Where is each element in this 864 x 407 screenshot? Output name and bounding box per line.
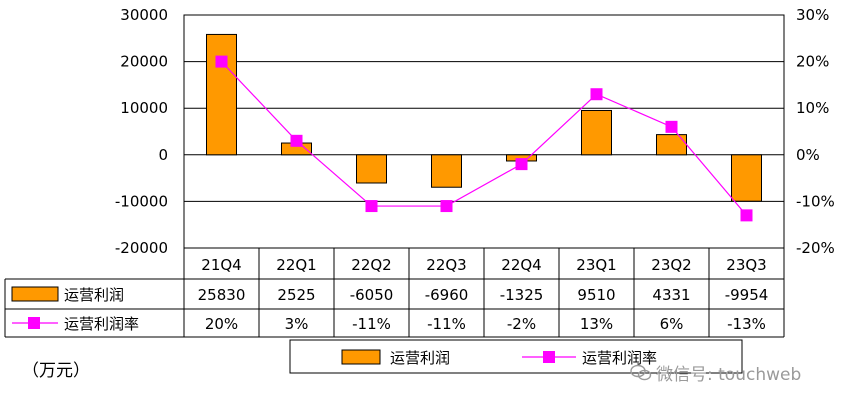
category-label: 22Q1 [276, 256, 316, 274]
profit-row-label: 运营利润 [64, 286, 124, 304]
bars [206, 33, 762, 202]
y-left-tick-label: 10000 [120, 99, 168, 117]
bar [431, 154, 462, 188]
y-left-tick-label: -20000 [115, 239, 168, 257]
margin-value: 6% [660, 315, 684, 333]
margin-point [515, 158, 528, 171]
y-right-tick-label: -10% [796, 192, 835, 210]
margin-point [290, 134, 303, 147]
category-label: 23Q2 [651, 256, 691, 274]
axes: 30000 20000 10000 0 -10000 -20000 30% 20% 10% 0% -… [115, 6, 835, 257]
margin-value: -2% [507, 315, 536, 333]
plot-frame [183, 14, 785, 249]
legend-margin-label: 运营利润率 [582, 349, 657, 367]
profit-value: -6960 [425, 286, 469, 304]
y-left-tick-label: 30000 [120, 6, 168, 24]
y-left-tick-label: -10000 [115, 192, 168, 210]
wechat-icon [630, 364, 652, 382]
margin-point [365, 200, 378, 213]
y-left-tick-label: 0 [158, 146, 168, 164]
margin-point [440, 200, 453, 213]
legend-profit-swatch [341, 349, 381, 365]
margin-point [740, 209, 753, 222]
margin-value: -13% [727, 315, 766, 333]
margin-value: 20% [205, 315, 238, 333]
bar [656, 134, 687, 156]
profit-value: -9954 [725, 286, 769, 304]
margin-row-marker [28, 317, 40, 329]
category-label: 22Q2 [351, 256, 391, 274]
margin-value: 3% [285, 315, 309, 333]
margin-point [665, 120, 678, 133]
y-right-tick-label: 0% [796, 146, 820, 164]
profit-value: 25830 [198, 286, 246, 304]
y-left-tick-label: 20000 [120, 53, 168, 71]
bar [206, 33, 237, 156]
bar [356, 154, 387, 184]
margin-value: -11% [427, 315, 466, 333]
margin-line [215, 55, 753, 222]
legend-profit-label: 运营利润 [390, 349, 450, 367]
unit-label: （万元） [22, 361, 90, 381]
category-label: 22Q4 [501, 256, 541, 274]
y-right-tick-label: 20% [796, 53, 829, 71]
legend-margin-marker [543, 351, 555, 363]
margin-point [215, 55, 228, 68]
bar [731, 154, 762, 202]
profit-value: 9510 [577, 286, 615, 304]
legend: 运营利润 运营利润率 [289, 339, 743, 374]
margin-value: 13% [580, 315, 613, 333]
profit-row-swatch [11, 286, 59, 302]
category-label: 22Q3 [426, 256, 466, 274]
y-right-tick-label: 10% [796, 99, 829, 117]
category-label: 23Q3 [726, 256, 766, 274]
profit-value: -1325 [500, 286, 544, 304]
gridlines [184, 14, 784, 249]
margin-row-label: 运营利润率 [64, 315, 139, 333]
margin-value: -11% [352, 315, 391, 333]
bar [581, 109, 612, 156]
watermark-text: 微信号: touchweb [656, 365, 802, 385]
profit-value: 4331 [652, 286, 690, 304]
margin-line-path [221, 61, 747, 216]
margin-point [590, 88, 603, 101]
y-right-tick-label: -20% [796, 239, 835, 257]
profit-value: 2525 [277, 286, 315, 304]
profit-value: -6050 [350, 286, 394, 304]
watermark: 微信号: touchweb [630, 360, 801, 385]
y-right-tick-label: 30% [796, 6, 829, 24]
category-label: 23Q1 [576, 256, 616, 274]
category-label: 21Q4 [201, 256, 241, 274]
data-table: 21Q4 22Q1 22Q2 22Q3 22Q4 23Q1 23Q2 23Q3 25830 252… [4, 247, 785, 338]
